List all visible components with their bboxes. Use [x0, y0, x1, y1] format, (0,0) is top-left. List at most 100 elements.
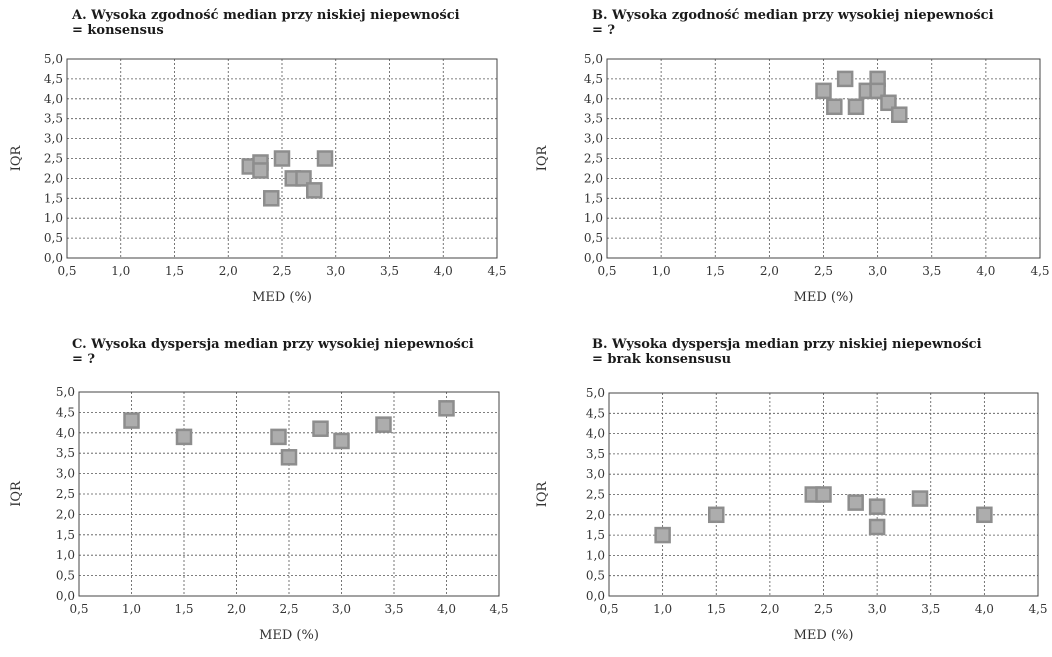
x-tick-label: 1,0	[653, 602, 672, 616]
data-point-marker	[869, 82, 886, 100]
chart-panel-d: B. Wysoka dyspersja median przy niskiej …	[526, 329, 1052, 657]
y-tick-label: 2,5	[44, 152, 63, 166]
data-point-marker	[175, 428, 193, 446]
y-tick-label: 2,5	[584, 152, 603, 166]
chart-a-svg: 0,5 1,0 1,5 2,0 2,5 3,0 3,5 4,0 4,50,00,51,01,52…	[9, 52, 507, 305]
x-tick-label: 4,0	[437, 602, 456, 616]
y-tick-label: 1,5	[584, 191, 603, 205]
x-tick-label: 3,0	[326, 264, 345, 278]
x-tick-label: 1,5	[706, 264, 725, 278]
y-tick-label: 4,5	[44, 72, 63, 86]
data-point-marker	[880, 94, 897, 112]
x-tick-label: 3,0	[332, 602, 351, 616]
y-tick-label: 3,0	[44, 132, 63, 146]
data-point-marker	[868, 498, 886, 515]
x-tick-label: 1,0	[111, 264, 130, 278]
x-tick-label: 2,5	[279, 602, 298, 616]
x-tick-label: 3,0	[868, 264, 887, 278]
data-point-marker	[868, 518, 886, 536]
chart-title-line-2: = brak konsensusu	[592, 352, 732, 367]
data-point-marker	[815, 486, 832, 503]
chart-b-svg: 0,5 1,0 1,5 2,0 2,5 3,0 3,5 4,0 4,50,00,51,01,52…	[535, 52, 1050, 305]
y-tick-label: 2,5	[56, 487, 75, 501]
chart-title-line-1: C. Wysoka dyspersja median przy wysokiej…	[72, 337, 474, 352]
x-tick-label: 4,0	[434, 264, 453, 278]
chart-title-line-2: = ?	[72, 352, 96, 367]
y-tick-label: 0,0	[44, 251, 63, 265]
x-tick-label: 4,5	[489, 602, 508, 616]
x-tick-label: 3,5	[380, 264, 399, 278]
x-tick-label: 2,5	[272, 264, 291, 278]
data-point-marker	[911, 490, 929, 507]
x-tick-label: 2,0	[760, 264, 779, 278]
y-tick-label: 0,5	[586, 569, 605, 583]
x-tick-label: 1,5	[174, 602, 193, 616]
data-points	[123, 400, 455, 466]
y-tick-label: 1,0	[44, 211, 63, 225]
y-tick-label: 0,0	[586, 589, 605, 603]
chart-c-svg: 0,5 1,0 1,5 2,0 2,5 3,0 3,5 4,0 4,50,00,51,01,52…	[9, 385, 509, 643]
data-point-marker	[847, 494, 864, 511]
data-point-marker	[375, 416, 392, 433]
x-tick-label: 4,5	[1028, 602, 1047, 616]
y-tick-label: 1,5	[56, 528, 75, 542]
y-tick-label: 4,5	[586, 406, 605, 420]
data-point-marker	[976, 506, 993, 524]
y-tick-label: 3,5	[586, 447, 605, 461]
chart-d-svg: 0,5 1,0 1,5 2,0 2,5 3,0 3,5 4,0 4,50,00,51,01,52…	[535, 386, 1048, 643]
y-tick-label: 5,0	[584, 52, 603, 66]
y-tick-label: 0,5	[584, 231, 603, 245]
data-points	[241, 150, 334, 207]
y-tick-label: 3,0	[56, 467, 75, 481]
x-tick-label: 2,5	[814, 264, 833, 278]
x-tick-label: 2,5	[814, 602, 833, 616]
data-point-marker	[280, 449, 298, 466]
grid	[78, 391, 500, 597]
chart-title-line-1: B. Wysoka zgodność median przy wysokiej …	[592, 8, 994, 23]
chart-title-line-1: A. Wysoka zgodność median przy niskiej n…	[72, 8, 460, 23]
data-point-marker	[438, 400, 455, 417]
x-tick-label: 1,5	[165, 264, 184, 278]
y-tick-label: 5,0	[56, 385, 75, 399]
data-point-marker	[654, 526, 671, 544]
chart-title: C. Wysoka dyspersja median przy wysokiej…	[72, 337, 512, 367]
data-point-marker	[891, 106, 908, 123]
x-axis-title: MED (%)	[252, 290, 312, 305]
data-point-marker	[252, 162, 269, 179]
y-tick-label: 2,5	[586, 488, 605, 502]
chart-title-line-2: = konsensus	[72, 23, 164, 38]
data-points	[815, 70, 908, 123]
data-point-marker	[123, 412, 140, 429]
y-tick-label: 3,0	[586, 467, 605, 481]
y-tick-label: 2,0	[586, 508, 605, 522]
y-tick-label: 1,0	[56, 548, 75, 562]
data-point-marker	[815, 82, 832, 100]
x-tick-label: 4,5	[487, 264, 506, 278]
x-tick-label: 2,0	[227, 602, 246, 616]
chart-title: B. Wysoka zgodność median przy wysokiej …	[592, 8, 1032, 38]
x-tick-label: 0,5	[599, 602, 618, 616]
x-tick-label: 4,0	[975, 602, 994, 616]
x-tick-label: 4,5	[1030, 264, 1049, 278]
data-point-marker	[708, 506, 725, 524]
y-tick-label: 4,5	[584, 72, 603, 86]
data-point-marker	[263, 190, 280, 207]
y-tick-label: 4,0	[44, 92, 63, 106]
y-tick-label: 4,0	[584, 92, 603, 106]
y-tick-label: 0,5	[44, 231, 63, 245]
x-axis-title: MED (%)	[794, 290, 854, 305]
data-point-marker	[316, 150, 334, 167]
chart-title: A. Wysoka zgodność median przy niskiej n…	[72, 8, 512, 38]
y-tick-label: 0,0	[56, 589, 75, 603]
y-tick-label: 0,5	[56, 569, 75, 583]
x-tick-label: 3,5	[921, 602, 940, 616]
y-tick-label: 5,0	[586, 386, 605, 400]
data-point-marker	[295, 170, 312, 187]
y-tick-label: 4,5	[56, 405, 75, 419]
x-tick-label: 0,5	[69, 602, 88, 616]
data-point-marker	[847, 98, 865, 116]
x-axis-title: MED (%)	[794, 628, 854, 643]
y-tick-label: 1,5	[44, 191, 63, 205]
y-axis-title: IQR	[535, 481, 550, 508]
plot-area-frame	[78, 391, 500, 597]
